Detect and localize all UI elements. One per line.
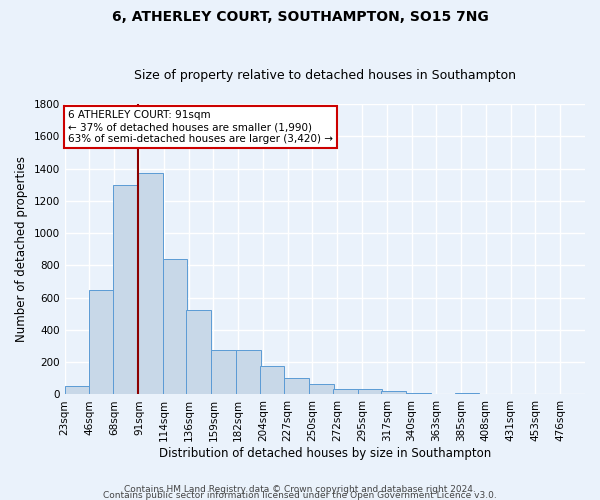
Bar [260,366,284,394]
Bar [65,386,89,394]
Bar [113,184,138,394]
Bar [284,378,309,394]
Bar [89,290,114,395]
Bar [455,393,479,394]
Bar [163,259,187,394]
Bar [333,389,358,394]
Bar [236,350,261,395]
Bar [382,391,406,394]
Text: 6, ATHERLEY COURT, SOUTHAMPTON, SO15 7NG: 6, ATHERLEY COURT, SOUTHAMPTON, SO15 7NG [112,10,488,24]
Bar [211,350,236,395]
Text: Contains public sector information licensed under the Open Government Licence v3: Contains public sector information licen… [103,490,497,500]
Bar [138,174,163,394]
Bar [358,389,382,394]
Bar [309,384,334,394]
Text: 6 ATHERLEY COURT: 91sqm
← 37% of detached houses are smaller (1,990)
63% of semi: 6 ATHERLEY COURT: 91sqm ← 37% of detache… [68,110,333,144]
Bar [187,310,211,394]
Y-axis label: Number of detached properties: Number of detached properties [15,156,28,342]
Bar [406,393,431,394]
Text: Contains HM Land Registry data © Crown copyright and database right 2024.: Contains HM Land Registry data © Crown c… [124,484,476,494]
X-axis label: Distribution of detached houses by size in Southampton: Distribution of detached houses by size … [159,447,491,460]
Title: Size of property relative to detached houses in Southampton: Size of property relative to detached ho… [134,69,516,82]
